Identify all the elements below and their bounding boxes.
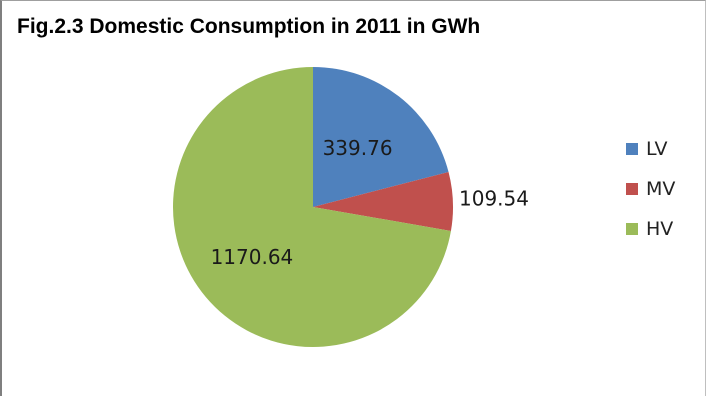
- pie-slice-mv: [313, 171, 453, 231]
- legend-swatch-mv: [626, 183, 638, 195]
- legend-item-lv: LV: [626, 138, 675, 160]
- legend-item-hv: HV: [626, 218, 675, 240]
- data-label-lv: 339.76: [323, 136, 393, 160]
- pie-slice-hv: [173, 67, 451, 348]
- legend-item-mv: MV: [626, 178, 676, 200]
- chart-title: Fig.2.3 Domestic Consumption in 2011 in …: [17, 15, 481, 38]
- data-label-hv: 1170.64: [211, 245, 294, 269]
- data-label-mv: 109.54: [459, 187, 529, 211]
- legend-swatch-lv: [626, 143, 638, 155]
- legend: LV MV HV: [626, 138, 676, 259]
- legend-label-mv: MV: [646, 178, 676, 200]
- legend-label-hv: HV: [646, 218, 674, 240]
- legend-label-lv: LV: [646, 138, 668, 160]
- pie-slice-lv: [313, 67, 449, 207]
- legend-swatch-hv: [626, 223, 638, 235]
